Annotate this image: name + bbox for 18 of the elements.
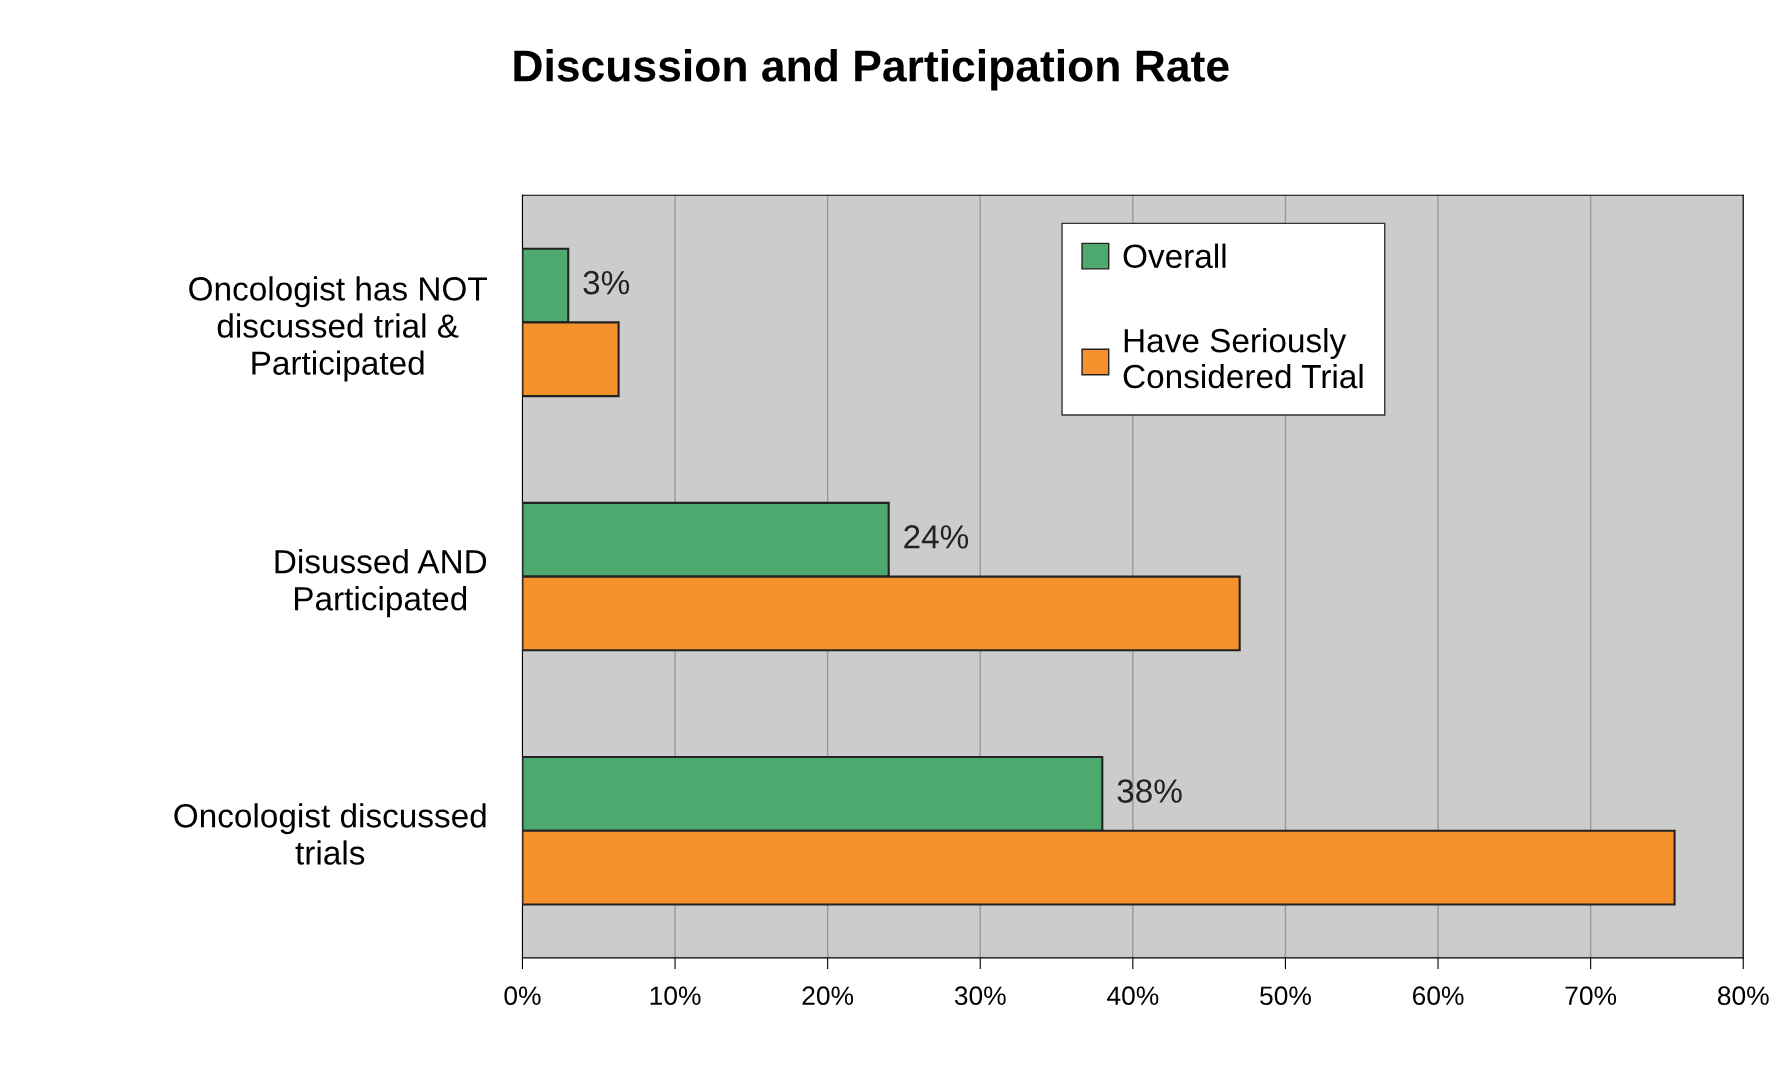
x-tick-label: 30% — [954, 986, 1006, 1006]
data-label: 38% — [1117, 779, 1182, 803]
y-tick-label: Oncologist discussed trials — [174, 803, 486, 865]
data-label: 3% — [583, 270, 630, 295]
y-tick-label: Oncologist has NOT discussed trial & Participated — [189, 276, 487, 382]
x-tick-label: 40% — [1107, 986, 1159, 1006]
y-tick-label: Disussed AND Participated — [275, 548, 487, 618]
x-tick-label: 80% — [1717, 986, 1769, 1006]
x-tick-label: 70% — [1565, 986, 1617, 1006]
data-label: 24% — [904, 525, 969, 549]
chart-title: Discussion and Participation Rate — [514, 49, 1229, 91]
legend-label: Overall — [1123, 243, 1226, 269]
x-tick-label: 10% — [650, 986, 701, 1006]
x-tick-label: 50% — [1260, 986, 1311, 1006]
x-tick-label: 0% — [504, 986, 541, 1006]
x-tick-label: 60% — [1412, 986, 1464, 1006]
x-tick-label: 20% — [802, 986, 854, 1006]
legend-label: Have Seriously Considered Trial — [1123, 327, 1363, 389]
